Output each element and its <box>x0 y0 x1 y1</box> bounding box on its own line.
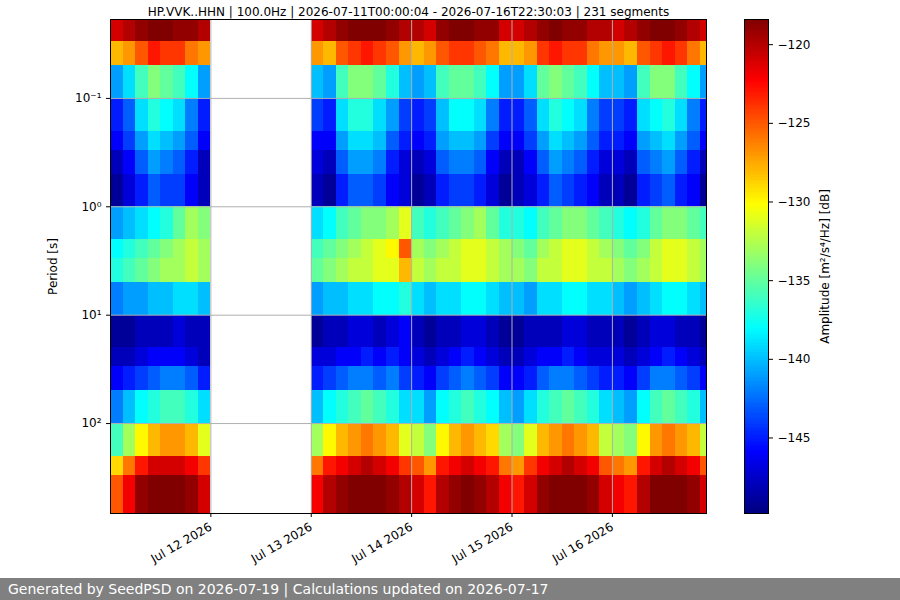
svg-text:10⁻¹: 10⁻¹ <box>75 91 102 105</box>
svg-text:Jul 12 2026: Jul 12 2026 <box>148 520 215 567</box>
svg-text:10⁰: 10⁰ <box>81 200 101 214</box>
svg-text:−130: −130 <box>778 195 811 209</box>
svg-text:−140: −140 <box>778 352 811 366</box>
svg-text:−145: −145 <box>778 431 811 445</box>
svg-text:−135: −135 <box>778 273 811 287</box>
svg-text:HP.VVK..HHN | 100.0Hz | 2026-0: HP.VVK..HHN | 100.0Hz | 2026-07-11T00:00… <box>148 5 669 19</box>
svg-text:10²: 10² <box>81 416 101 430</box>
svg-text:Jul 14 2026: Jul 14 2026 <box>348 520 415 567</box>
svg-text:Jul 16 2026: Jul 16 2026 <box>549 520 616 567</box>
html-text:Generated by SeedPSD on 2026-0: Generated by SeedPSD on 2026-07-19 | Cal… <box>8 581 549 597</box>
svg-text:Jul 15 2026: Jul 15 2026 <box>449 520 516 567</box>
svg-text:−125: −125 <box>778 116 811 130</box>
svg-text:Period [s]: Period [s] <box>46 238 60 295</box>
svg-text:Jul 13 2026: Jul 13 2026 <box>248 520 315 567</box>
svg-text:10¹: 10¹ <box>81 308 101 322</box>
svg-text:Amplitude [m²/s⁴/Hz] [dB]: Amplitude [m²/s⁴/Hz] [dB] <box>818 189 832 344</box>
svg-text:−120: −120 <box>778 38 811 52</box>
